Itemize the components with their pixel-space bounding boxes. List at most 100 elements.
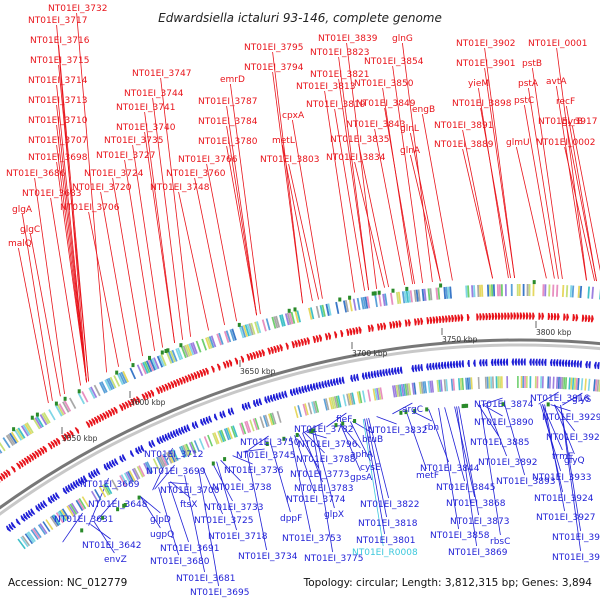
reverse-gene-label: NT01EI_3858 bbox=[430, 531, 490, 541]
forward-gene-arrow bbox=[538, 312, 541, 320]
feature-block bbox=[149, 358, 156, 371]
feature-block bbox=[382, 293, 386, 306]
forward-gene-label: NT01EI_3795 bbox=[244, 43, 303, 53]
reverse-gene-arrow bbox=[538, 358, 541, 366]
forward-gene-label: NT01EI_3843 bbox=[346, 120, 405, 130]
forward-gene-arrow bbox=[181, 376, 186, 384]
feature-block bbox=[275, 315, 281, 328]
feature-block bbox=[330, 397, 335, 409]
feature-block bbox=[268, 413, 274, 426]
feature-block bbox=[487, 284, 490, 297]
forward-gene-arrow bbox=[454, 314, 458, 322]
feature-block bbox=[256, 321, 262, 334]
feature-block bbox=[273, 316, 279, 329]
reverse-gene-label: NT01EI_3631 bbox=[54, 515, 113, 525]
reverse-gene-label: NT01EI_3844 bbox=[420, 464, 480, 474]
feature-block bbox=[133, 467, 141, 480]
reverse-leader-line bbox=[154, 464, 175, 490]
feature-block bbox=[177, 347, 184, 360]
feature-block bbox=[77, 392, 85, 405]
feature-block bbox=[492, 376, 494, 389]
feature-block bbox=[423, 288, 427, 301]
feature-block bbox=[109, 376, 117, 389]
feature-block bbox=[269, 413, 275, 425]
forward-leader-line bbox=[566, 105, 597, 282]
forward-gene-arrow bbox=[110, 408, 115, 416]
forward-gene-arrow bbox=[584, 314, 588, 322]
reverse-gene-arrow bbox=[241, 403, 246, 411]
feature-block bbox=[497, 376, 500, 389]
reverse-gene-arrow bbox=[93, 469, 98, 477]
reverse-gene-arrow bbox=[135, 447, 140, 455]
reverse-gene-label: NT01EI_3734 bbox=[238, 552, 298, 562]
feature-block bbox=[151, 358, 158, 370]
forward-gene-label: yieM bbox=[468, 79, 489, 89]
forward-leader-line bbox=[410, 154, 441, 282]
forward-gene-arrow bbox=[519, 312, 523, 320]
forward-leader-line bbox=[50, 197, 81, 386]
feature-block bbox=[17, 427, 26, 439]
forward-gene-arrow bbox=[252, 352, 256, 360]
feature-block bbox=[312, 401, 318, 414]
feature-block bbox=[470, 377, 473, 390]
forward-gene-arrow bbox=[16, 462, 21, 470]
feature-block bbox=[203, 436, 210, 448]
feature-block bbox=[481, 284, 484, 297]
forward-leader-line bbox=[556, 47, 587, 281]
reverse-gene-label: ugpQ bbox=[150, 530, 174, 540]
reverse-gene-arrow bbox=[108, 461, 114, 468]
feature-marker bbox=[338, 297, 342, 302]
feature-block bbox=[106, 378, 113, 391]
forward-leader-line bbox=[462, 129, 493, 279]
feature-block bbox=[167, 351, 174, 364]
feature-block bbox=[486, 376, 489, 389]
reverse-gene-arrow bbox=[281, 391, 285, 399]
feature-block bbox=[161, 454, 168, 466]
feature-block bbox=[188, 343, 195, 356]
forward-gene-arrow bbox=[370, 324, 374, 332]
feature-block bbox=[367, 389, 371, 402]
forward-gene-arrow bbox=[10, 466, 16, 473]
feature-block bbox=[107, 377, 115, 390]
reverse-gene-arrow bbox=[417, 364, 421, 372]
reverse-gene-arrow bbox=[137, 446, 143, 454]
feature-marker bbox=[116, 507, 120, 512]
reverse-leader-line bbox=[314, 429, 335, 509]
forward-gene-arrow bbox=[105, 411, 110, 418]
reverse-gene-labels: NT01EI_3669 NT01EI_3648 NT01EI_3631 NT01EI_… bbox=[54, 394, 600, 598]
forward-gene-arrow bbox=[476, 313, 479, 321]
forward-gene-arrow bbox=[246, 353, 250, 361]
feature-block bbox=[297, 405, 302, 418]
feature-block bbox=[563, 377, 566, 390]
reverse-gene-label: cysE bbox=[360, 463, 381, 473]
forward-leader-line bbox=[194, 177, 225, 326]
forward-gene-label: NT01EI_3686 bbox=[6, 169, 66, 179]
reverse-leader-line bbox=[454, 406, 475, 498]
forward-gene-label: NT01EI_3698 bbox=[28, 153, 88, 163]
feature-block bbox=[421, 288, 425, 302]
reverse-gene-arrow bbox=[258, 398, 263, 406]
feature-block bbox=[201, 338, 207, 351]
forward-gene-arrow bbox=[460, 314, 464, 322]
reverse-leader-line bbox=[220, 459, 241, 482]
feature-block bbox=[498, 284, 501, 297]
feature-block bbox=[41, 413, 49, 425]
feature-block bbox=[169, 450, 176, 463]
feature-block bbox=[144, 361, 151, 373]
feature-block bbox=[490, 376, 493, 389]
feature-block bbox=[522, 284, 525, 296]
reverse-leader-line bbox=[62, 512, 83, 543]
reverse-gene-label: NT01EI_3933 bbox=[532, 473, 591, 483]
feature-block bbox=[77, 499, 85, 511]
feature-block bbox=[55, 512, 64, 524]
feature-block bbox=[296, 310, 301, 323]
label-lines bbox=[18, 12, 600, 587]
feature-marker bbox=[282, 436, 286, 441]
feature-block bbox=[39, 414, 48, 426]
forward-gene-label: NT01EI_3715 bbox=[30, 56, 89, 66]
reverse-leader-line bbox=[562, 392, 583, 406]
forward-gene-arrow bbox=[167, 382, 172, 390]
reverse-leader-line bbox=[444, 407, 465, 482]
feature-block bbox=[459, 378, 463, 391]
